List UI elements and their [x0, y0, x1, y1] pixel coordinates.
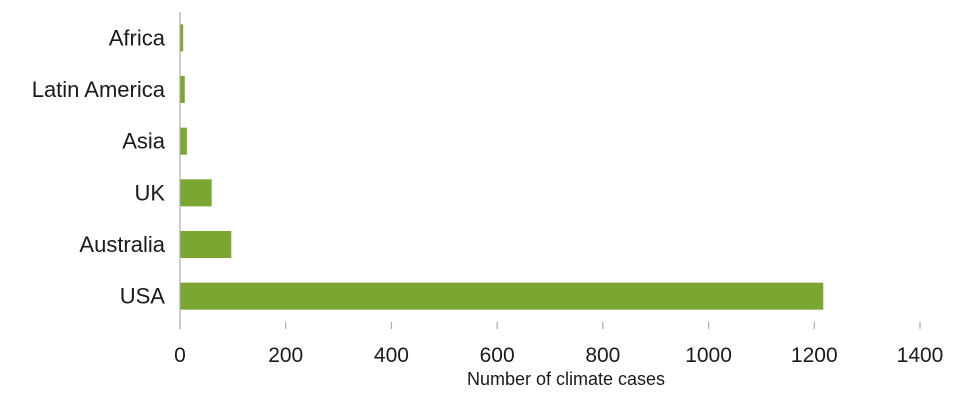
category-label-asia: Asia — [122, 129, 166, 154]
x-tick-label-0: 0 — [174, 344, 186, 367]
bar-usa — [180, 282, 824, 310]
bar-asia — [180, 127, 187, 155]
axis-layer — [179, 12, 921, 329]
x-tick-label-400: 400 — [374, 344, 409, 367]
bar-australia — [180, 231, 232, 258]
category-label-latin-america: Latin America — [32, 77, 166, 102]
x-tick-label-800: 800 — [585, 344, 620, 367]
category-label-australia: Australia — [79, 232, 165, 257]
category-label-africa: Africa — [109, 25, 166, 50]
bar-uk — [180, 179, 212, 207]
bars-layer — [180, 24, 824, 310]
x-tick-label-1000: 1000 — [685, 344, 732, 367]
x-tick-label-200: 200 — [268, 344, 303, 367]
bar-africa — [180, 24, 184, 52]
category-label-usa: USA — [120, 284, 166, 309]
x-tick-label-600: 600 — [480, 344, 515, 367]
x-tick-label-1400: 1400 — [897, 344, 944, 367]
category-label-uk: UK — [134, 180, 165, 205]
x-tick-label-1200: 1200 — [791, 344, 838, 367]
labels-layer: Africa Latin America Asia UK Australia USA 0 20… — [32, 25, 944, 367]
x-axis-title: Number of climate cases — [467, 369, 665, 389]
bar-latin-america — [180, 76, 185, 103]
